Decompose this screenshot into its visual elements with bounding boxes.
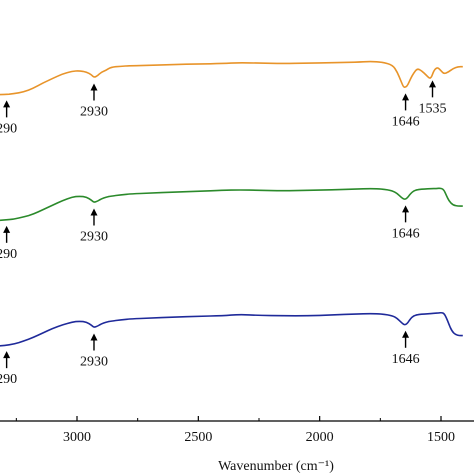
peak-label: 290 xyxy=(0,372,17,387)
series-line-3 xyxy=(0,311,463,347)
peak-arrow-head xyxy=(90,83,98,91)
series-layer xyxy=(0,60,463,347)
peak-annotation: 1646 xyxy=(392,330,420,367)
x-tick-label: 2000 xyxy=(306,430,334,445)
peak-arrow-head xyxy=(3,100,11,108)
peak-annotation: 2930 xyxy=(80,333,108,370)
peak-annotation: 290 xyxy=(0,351,17,387)
x-axis-title: Wavenumber (cm⁻¹) xyxy=(218,459,334,474)
peak-annotation: 290 xyxy=(0,225,17,262)
peak-annotation: 1646 xyxy=(392,93,420,129)
peak-arrow-head xyxy=(3,225,11,233)
peak-arrow-head xyxy=(90,333,98,341)
peak-label: 1646 xyxy=(392,114,420,129)
peak-annotation: 1535 xyxy=(419,80,447,116)
peak-label: 2930 xyxy=(80,105,108,120)
peak-label: 1646 xyxy=(392,352,420,367)
peak-annotation: 1646 xyxy=(392,205,420,241)
peak-label: 2930 xyxy=(80,230,108,245)
series-line-2 xyxy=(0,187,463,222)
x-tick-label: 1500 xyxy=(427,430,455,445)
annotation-layer: 2902930164615352902930164629029301646 xyxy=(0,80,447,387)
series-line-1 xyxy=(0,60,463,96)
peak-label: 1535 xyxy=(419,101,447,116)
peak-annotation: 2930 xyxy=(80,208,108,245)
x-tick-label: 3000 xyxy=(63,430,91,445)
peak-arrow-head xyxy=(402,330,410,338)
peak-annotation: 290 xyxy=(0,100,17,136)
peak-arrow-head xyxy=(3,351,11,359)
x-axis: 3000 2500 2000 1500 xyxy=(0,416,474,445)
peak-arrow-head xyxy=(90,208,98,216)
peak-label: 290 xyxy=(0,121,17,136)
peak-label: 290 xyxy=(0,247,17,262)
peak-annotation: 2930 xyxy=(80,83,108,120)
peak-arrow-head xyxy=(429,80,437,88)
peak-arrow-head xyxy=(402,205,410,213)
x-tick-label: 2500 xyxy=(184,430,212,445)
peak-arrow-head xyxy=(402,93,410,101)
peak-label: 2930 xyxy=(80,355,108,370)
peak-label: 1646 xyxy=(392,226,420,241)
